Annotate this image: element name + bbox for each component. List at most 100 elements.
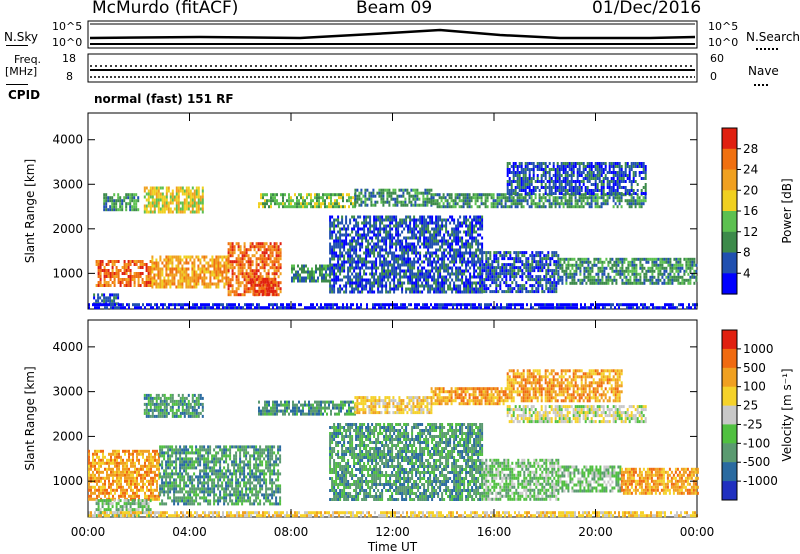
x-tick-label: 20:00 — [578, 525, 613, 539]
nsky-underline — [6, 45, 28, 46]
velocity-patch — [329, 423, 484, 501]
power-patch — [506, 162, 647, 195]
colorbar-segment — [722, 405, 737, 425]
colorbar-tick-label: 100 — [743, 380, 766, 394]
colorbar-label: Power [dB] — [780, 178, 794, 243]
freq-strip-frame — [87, 53, 698, 83]
y-axis-label: Slant Range [km] — [23, 366, 37, 470]
freq-tick-low: 8 — [66, 70, 73, 83]
colorbar-tick-label: 12 — [743, 225, 758, 239]
colorbar-tick-label: -25 — [743, 417, 763, 431]
colorbar-segment — [722, 462, 737, 482]
nsky-tick-high: 10^5 — [52, 20, 83, 33]
cpid-value: normal (fast) 151 RF — [94, 92, 234, 106]
freq-trace — [90, 65, 695, 78]
nave-dots — [754, 84, 768, 86]
velocity-patch — [354, 396, 433, 415]
power-patch — [557, 257, 698, 285]
colorbar-tick-label: 20 — [743, 183, 758, 197]
power-patch — [103, 193, 140, 212]
freq-unit: [MHz] — [5, 65, 38, 78]
power-panel-frame — [87, 112, 698, 310]
power-patch — [329, 215, 484, 294]
velocity-patch — [506, 369, 623, 403]
power-panel-data — [88, 162, 698, 310]
power-patch — [258, 193, 356, 209]
nsky-strip-frame — [87, 20, 698, 49]
power-patch — [430, 193, 647, 209]
power-patch — [354, 188, 433, 207]
colorbar-tick-label: 500 — [743, 361, 766, 375]
freq-label: Freq. — [14, 53, 42, 66]
freq-tick-high: 18 — [62, 52, 76, 65]
colorbar-segment — [722, 367, 737, 388]
colorbar-segment — [722, 190, 737, 212]
x-tick-label: 00:00 — [680, 525, 715, 539]
nsearch-label: N.Search — [746, 30, 800, 44]
colorbar-tick-label: 28 — [743, 142, 758, 156]
colorbar-segment — [722, 330, 737, 350]
power-patch — [95, 260, 152, 287]
y-tick-label: 3000 — [52, 177, 83, 191]
y-tick-label: 1000 — [52, 266, 83, 280]
x-tick-label: 04:00 — [172, 525, 207, 539]
power-patch — [481, 251, 560, 294]
nsearch-dots — [756, 48, 778, 50]
colorbar-segment — [722, 481, 737, 501]
y-axis-label: Slant Range [km] — [23, 159, 37, 263]
colorbar-segment — [722, 128, 737, 150]
x-tick-label: 16:00 — [477, 525, 512, 539]
x-axis-label: Time UT — [367, 540, 418, 554]
velocity-patch — [430, 387, 509, 406]
colorbar-tick-label: -500 — [743, 455, 770, 469]
colorbar-tick-label: 16 — [743, 204, 758, 218]
power-patch — [143, 186, 204, 214]
x-tick-label: 12:00 — [375, 525, 410, 539]
nave-label: Nave — [748, 64, 779, 78]
colorbar-segment — [722, 424, 737, 444]
nave-tick-low: 0 — [710, 70, 717, 83]
nave-tick-high: 60 — [710, 52, 724, 65]
y-tick-label: 2000 — [52, 222, 83, 236]
power-patch — [151, 255, 230, 289]
power-panel-axes: 1000 2000 3000 4000 Slant Range [km] — [23, 113, 698, 309]
colorbar-segment — [722, 386, 737, 407]
y-tick-label: 2000 — [52, 429, 83, 443]
nsky-tick-low: 10^0 — [52, 36, 83, 49]
station-title: McMurdo (fitACF) — [92, 0, 239, 18]
colorbar-tick-label: -1000 — [743, 474, 778, 488]
velocity-patch — [88, 511, 698, 518]
nsky-label: N.Sky — [4, 30, 39, 44]
colorbar-tick-label: 4 — [743, 266, 751, 280]
colorbar-tick-label: 25 — [743, 399, 758, 413]
beam-title: Beam 09 — [356, 0, 433, 18]
velocity-patch — [258, 400, 356, 416]
cpid-underline — [6, 84, 28, 85]
velocity-patch — [88, 449, 160, 501]
y-tick-label: 3000 — [52, 385, 83, 399]
velocity-patch — [620, 467, 699, 495]
colorbar-tick-label: 24 — [743, 163, 758, 177]
velocity-patch — [481, 458, 560, 501]
colorbar-segment — [722, 273, 737, 295]
power-patch — [291, 264, 331, 283]
velocity-patch — [506, 405, 647, 424]
colorbar-tick-label: -100 — [743, 436, 770, 450]
power-patch — [250, 277, 277, 296]
colorbar-tick-label: 8 — [743, 246, 751, 260]
power-patch — [227, 242, 282, 297]
nsearch-tick-high: 10^5 — [708, 20, 739, 33]
velocity-patch — [143, 393, 204, 418]
colorbar-segment — [722, 348, 737, 369]
cpid-label: CPID — [8, 88, 41, 102]
colorbar-segment — [722, 443, 737, 463]
velocity-patch — [159, 445, 282, 506]
nsky-trace — [89, 23, 696, 45]
colorbar-tick-label: 1000 — [743, 342, 774, 356]
colorbar-label: Velocity [m s⁻¹] — [780, 368, 794, 461]
velocity-patch — [557, 465, 622, 493]
colorbar-segment — [722, 252, 737, 274]
colorbar-segment — [722, 211, 737, 233]
